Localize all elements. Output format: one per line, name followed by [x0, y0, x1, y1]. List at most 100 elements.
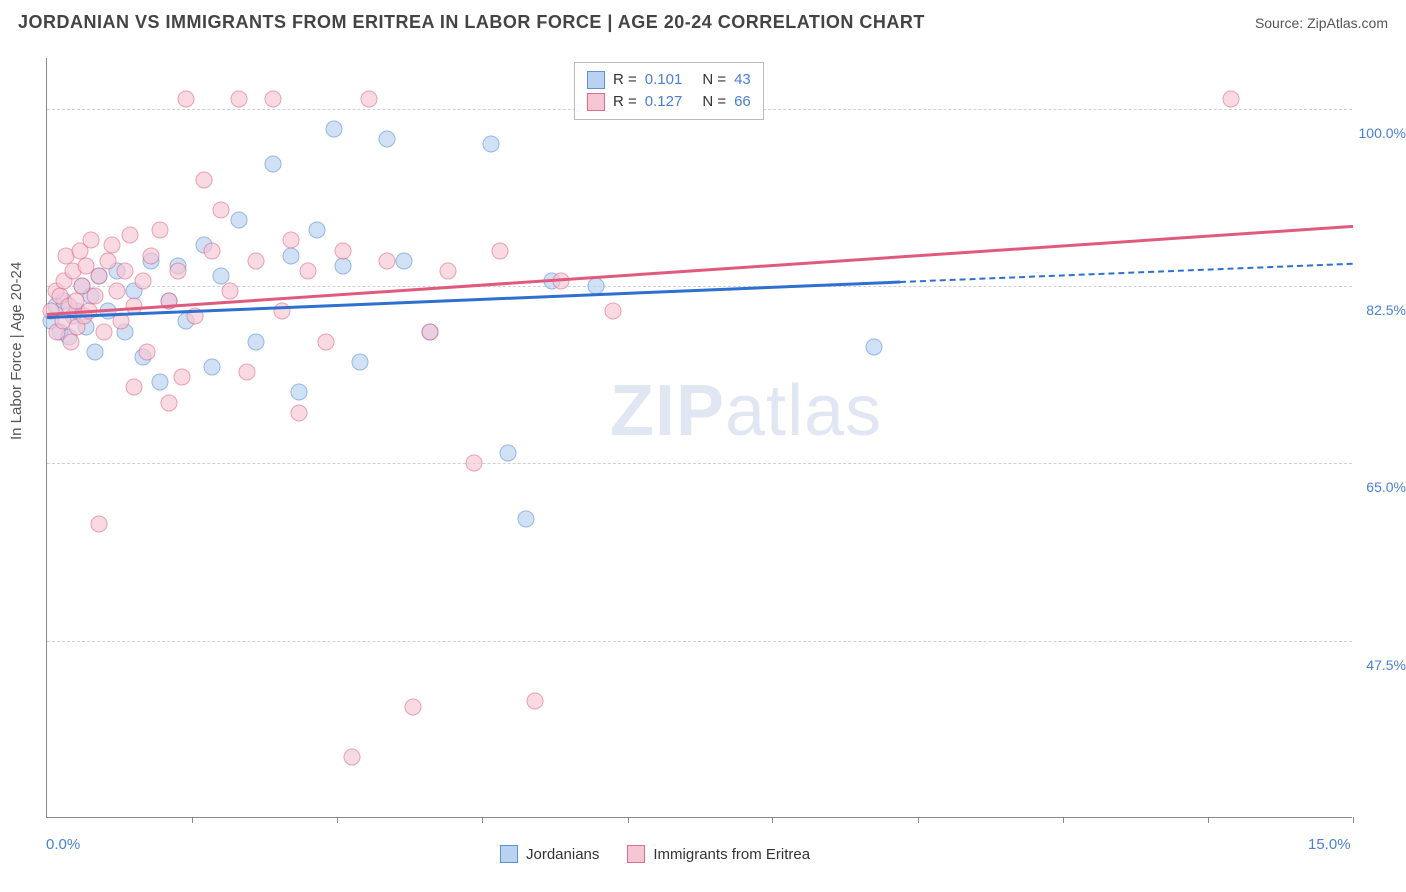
scatter-point — [265, 156, 282, 173]
scatter-point — [500, 445, 517, 462]
scatter-point — [343, 749, 360, 766]
scatter-point — [117, 262, 134, 279]
chart-title: JORDANIAN VS IMMIGRANTS FROM ERITREA IN … — [18, 12, 925, 33]
legend-series-item: Jordanians — [500, 845, 599, 863]
scatter-point — [91, 516, 108, 533]
correlation-legend: R = 0.101 N = 43 R = 0.127 N = 66 — [574, 62, 764, 120]
scatter-point — [282, 232, 299, 249]
scatter-point — [352, 354, 369, 371]
scatter-point — [160, 394, 177, 411]
scatter-point — [204, 359, 221, 376]
scatter-point — [143, 247, 160, 264]
x-axis-min-label: 0.0% — [46, 836, 80, 853]
scatter-point — [517, 511, 534, 528]
scatter-point — [91, 267, 108, 284]
x-tick — [192, 817, 193, 823]
scatter-point — [465, 455, 482, 472]
gridline — [47, 463, 1352, 464]
y-axis-label: In Labor Force | Age 20-24 — [8, 262, 25, 440]
scatter-point — [82, 232, 99, 249]
gridline — [47, 641, 1352, 642]
x-axis-max-label: 15.0% — [1308, 836, 1351, 853]
legend-swatch — [587, 71, 605, 89]
legend-n-value: 43 — [734, 69, 751, 91]
x-tick — [772, 817, 773, 823]
scatter-point — [1223, 90, 1240, 107]
scatter-point — [326, 120, 343, 137]
legend-stat-row: R = 0.101 N = 43 — [587, 69, 751, 91]
scatter-point — [108, 283, 125, 300]
legend-r-label: R = — [613, 69, 637, 91]
legend-swatch — [627, 845, 645, 863]
legend-n-value: 66 — [734, 91, 751, 113]
scatter-point — [173, 369, 190, 386]
scatter-point — [121, 227, 138, 244]
scatter-point — [152, 222, 169, 239]
trend-line — [900, 263, 1353, 283]
scatter-point — [308, 222, 325, 239]
legend-r-value: 0.127 — [645, 91, 683, 113]
scatter-point — [300, 262, 317, 279]
scatter-point — [221, 283, 238, 300]
scatter-point — [395, 252, 412, 269]
scatter-point — [230, 212, 247, 229]
scatter-point — [404, 698, 421, 715]
scatter-point — [335, 242, 352, 259]
source-label: Source: ZipAtlas.com — [1255, 15, 1388, 31]
legend-r-label: R = — [613, 91, 637, 113]
scatter-point — [866, 338, 883, 355]
scatter-point — [99, 252, 116, 269]
x-tick — [628, 817, 629, 823]
scatter-point — [247, 333, 264, 350]
y-tick-label: 47.5% — [1356, 657, 1406, 673]
legend-r-value: 0.101 — [645, 69, 683, 91]
x-tick — [918, 817, 919, 823]
scatter-point — [86, 343, 103, 360]
x-tick — [1208, 817, 1209, 823]
scatter-point — [291, 404, 308, 421]
scatter-point — [291, 384, 308, 401]
scatter-point — [63, 333, 80, 350]
legend-series-label: Immigrants from Eritrea — [653, 846, 810, 863]
scatter-point — [491, 242, 508, 259]
x-tick — [1353, 817, 1354, 823]
legend-stat-row: R = 0.127 N = 66 — [587, 91, 751, 113]
scatter-point — [247, 252, 264, 269]
scatter-point — [361, 90, 378, 107]
gridline — [47, 286, 1352, 287]
y-tick-label: 65.0% — [1356, 479, 1406, 495]
x-tick — [1063, 817, 1064, 823]
scatter-point — [86, 288, 103, 305]
scatter-point — [604, 303, 621, 320]
scatter-point — [178, 90, 195, 107]
scatter-point — [95, 323, 112, 340]
series-legend: Jordanians Immigrants from Eritrea — [500, 845, 810, 863]
legend-series-item: Immigrants from Eritrea — [627, 845, 810, 863]
x-tick — [482, 817, 483, 823]
scatter-point — [317, 333, 334, 350]
scatter-point — [104, 237, 121, 254]
y-tick-label: 100.0% — [1356, 125, 1406, 141]
scatter-point — [422, 323, 439, 340]
scatter-point — [213, 202, 230, 219]
scatter-point — [378, 131, 395, 148]
x-tick — [337, 817, 338, 823]
scatter-point — [282, 247, 299, 264]
scatter-point — [195, 171, 212, 188]
chart-plot-area: 47.5%65.0%82.5%100.0% — [46, 58, 1352, 818]
legend-n-label: N = — [702, 91, 726, 113]
scatter-point — [483, 136, 500, 153]
scatter-point — [378, 252, 395, 269]
scatter-point — [526, 693, 543, 710]
legend-swatch — [587, 93, 605, 111]
scatter-point — [439, 262, 456, 279]
scatter-point — [239, 364, 256, 381]
legend-swatch — [500, 845, 518, 863]
scatter-point — [152, 374, 169, 391]
legend-n-label: N = — [702, 69, 726, 91]
scatter-point — [265, 90, 282, 107]
scatter-point — [169, 262, 186, 279]
scatter-point — [204, 242, 221, 259]
scatter-point — [335, 257, 352, 274]
y-tick-label: 82.5% — [1356, 302, 1406, 318]
